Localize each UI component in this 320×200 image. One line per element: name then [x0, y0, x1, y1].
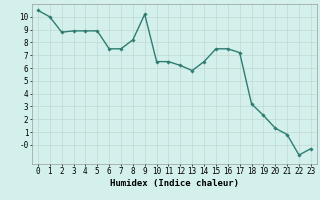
X-axis label: Humidex (Indice chaleur): Humidex (Indice chaleur) [110, 179, 239, 188]
